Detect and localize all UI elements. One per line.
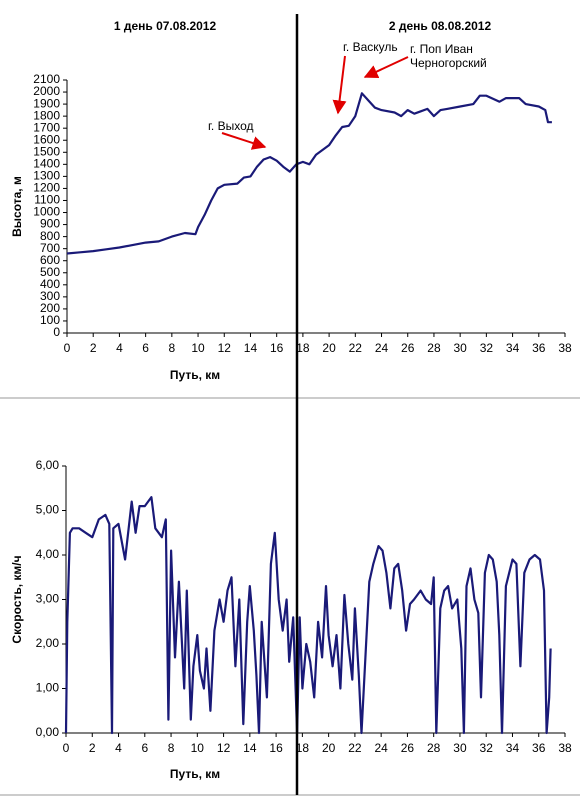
y-tick-label: 0 [53, 325, 60, 339]
x-tick-label: 16 [269, 741, 283, 755]
x-tick-label: 34 [506, 341, 520, 355]
x-tick-label: 22 [349, 341, 363, 355]
annotation: г. Васкуль [343, 40, 398, 54]
x-tick-label: 38 [558, 741, 572, 755]
x-tick-label: 14 [244, 341, 258, 355]
y-tick-label: 600 [40, 253, 60, 267]
x-tick-label: 2 [90, 341, 97, 355]
x-tick-label: 36 [532, 341, 546, 355]
y-tick-label: 1800 [33, 108, 60, 122]
y-tick-label: 200 [40, 301, 60, 315]
y-tick-label: 1300 [33, 169, 60, 183]
x-tick-label: 10 [191, 741, 205, 755]
annotation-arrow [332, 55, 347, 115]
y-tick-label: 400 [40, 277, 60, 291]
x-tick-label: 6 [141, 741, 148, 755]
x-tick-label: 0 [64, 341, 71, 355]
y-tick-label: 4,00 [36, 547, 60, 561]
x-tick-label: 28 [427, 741, 441, 755]
x-tick-label: 2 [89, 741, 96, 755]
y-tick-label: 1500 [33, 144, 60, 158]
x-tick-label: 24 [374, 741, 388, 755]
annotation: г. Выход [208, 119, 254, 133]
y-tick-label: 2100 [33, 72, 60, 86]
y-axis-title: Высота, м [10, 176, 24, 237]
annotation-arrow [221, 132, 267, 150]
y-tick-label: 1000 [33, 205, 60, 219]
x-tick-label: 12 [218, 341, 232, 355]
x-tick-label: 0 [63, 741, 70, 755]
x-tick-label: 30 [453, 741, 467, 755]
x-tick-label: 4 [116, 341, 123, 355]
x-tick-label: 6 [142, 341, 149, 355]
x-tick-label: 20 [322, 341, 336, 355]
y-tick-label: 2,00 [36, 636, 60, 650]
annotation-arrow [363, 56, 409, 79]
line-series [66, 92, 552, 255]
x-tick-label: 4 [115, 741, 122, 755]
x-tick-label: 28 [427, 341, 441, 355]
day-label: 1 день 07.08.2012 [114, 19, 217, 33]
y-tick-label: 700 [40, 241, 60, 255]
y-tick-label: 1,00 [36, 681, 60, 695]
y-tick-label: 1600 [33, 132, 60, 146]
annotation: Черногорский [410, 56, 487, 70]
y-axis-title: Скорость, км/ч [10, 555, 24, 643]
x-tick-label: 32 [480, 741, 494, 755]
y-tick-label: 3,00 [36, 592, 60, 606]
x-tick-label: 12 [217, 741, 231, 755]
x-tick-label: 34 [506, 741, 520, 755]
x-tick-label: 30 [453, 341, 467, 355]
x-tick-label: 16 [270, 341, 284, 355]
y-tick-label: 6,00 [36, 458, 60, 472]
annotation: г. Поп Иван [410, 42, 473, 56]
x-tick-label: 24 [375, 341, 389, 355]
y-tick-label: 1900 [33, 96, 60, 110]
y-tick-label: 2000 [33, 84, 60, 98]
day-label: 2 день 08.08.2012 [389, 19, 492, 33]
y-tick-label: 1400 [33, 157, 60, 171]
x-tick-label: 8 [168, 341, 175, 355]
y-tick-label: 1200 [33, 181, 60, 195]
y-tick-label: 800 [40, 229, 60, 243]
x-tick-label: 10 [191, 341, 205, 355]
x-tick-label: 38 [558, 341, 572, 355]
x-tick-label: 22 [348, 741, 362, 755]
x-axis-title: Путь, км [170, 767, 220, 781]
y-tick-label: 900 [40, 217, 60, 231]
line-series [64, 496, 552, 735]
x-tick-label: 36 [532, 741, 546, 755]
x-tick-label: 8 [168, 741, 175, 755]
y-tick-label: 300 [40, 289, 60, 303]
x-tick-label: 20 [322, 741, 336, 755]
y-tick-label: 1700 [33, 120, 60, 134]
x-tick-label: 26 [401, 341, 415, 355]
x-tick-label: 32 [480, 341, 494, 355]
x-tick-label: 14 [243, 741, 257, 755]
x-axis-title: Путь, км [170, 368, 220, 382]
y-tick-label: 0,00 [36, 725, 60, 739]
x-tick-label: 26 [401, 741, 415, 755]
y-tick-label: 1100 [34, 193, 60, 207]
y-tick-label: 5,00 [36, 503, 60, 517]
y-tick-label: 500 [40, 265, 60, 279]
y-tick-label: 100 [40, 313, 60, 327]
x-tick-label: 18 [296, 341, 310, 355]
x-tick-label: 18 [296, 741, 310, 755]
